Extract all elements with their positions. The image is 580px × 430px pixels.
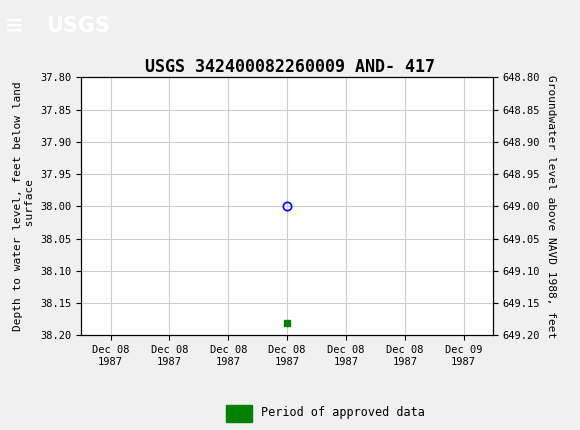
Y-axis label: Depth to water level, feet below land
 surface: Depth to water level, feet below land su… [13,82,35,331]
Text: ≡: ≡ [6,12,23,40]
Text: USGS: USGS [46,16,110,36]
Text: Period of approved data: Period of approved data [261,406,425,419]
FancyBboxPatch shape [226,405,252,422]
Text: USGS 342400082260009 AND- 417: USGS 342400082260009 AND- 417 [145,58,435,76]
Y-axis label: Groundwater level above NAVD 1988, feet: Groundwater level above NAVD 1988, feet [546,75,556,338]
